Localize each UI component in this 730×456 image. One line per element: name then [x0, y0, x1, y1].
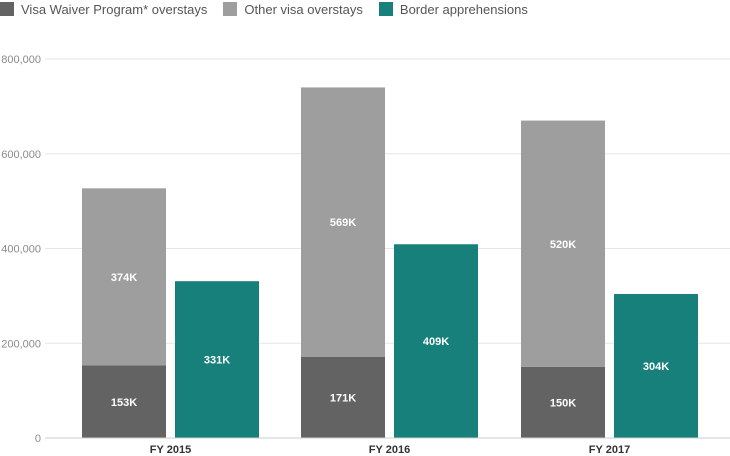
data-label-vwp-1: 171K — [330, 392, 356, 404]
bar-vwp-1 — [301, 356, 385, 438]
data-label-vwp-0: 153K — [111, 397, 137, 409]
bar-other-visa-2 — [521, 120, 605, 367]
legend-item-vwp: Visa Waiver Program* overstays — [0, 2, 207, 17]
legend-label-vwp: Visa Waiver Program* overstays — [21, 1, 208, 17]
data-label-vwp-2: 150K — [550, 397, 576, 409]
bar-vwp-2 — [521, 366, 605, 438]
data-label-border-2: 304K — [643, 361, 669, 373]
legend: Visa Waiver Program* overstays Other vis… — [0, 0, 544, 18]
legend-label-border: Border apprehensions — [399, 1, 528, 17]
legend-swatch-vwp — [0, 2, 14, 16]
y-tick-label-2: 400,000 — [1, 244, 41, 256]
legend-label-other-visa: Other visa overstays — [244, 1, 363, 17]
bar-border-2 — [614, 293, 698, 438]
y-tick-label-3: 600,000 — [1, 149, 41, 161]
bar-other-visa-1 — [301, 87, 385, 357]
data-label-other-visa-1: 569K — [330, 217, 356, 229]
y-tick-label-4: 800,000 — [1, 54, 41, 66]
legend-swatch-other-visa — [223, 2, 238, 16]
data-label-other-visa-2: 520K — [550, 239, 576, 251]
bar-vwp-0 — [82, 365, 166, 438]
x-tick-label-0: FY 2015 — [150, 444, 191, 456]
x-tick-label-2: FY 2017 — [589, 444, 630, 456]
bar-border-1 — [394, 244, 478, 438]
y-tick-label-1: 200,000 — [1, 338, 41, 350]
data-label-border-1: 409K — [423, 336, 449, 348]
legend-item-other-visa: Other visa overstays — [223, 2, 363, 17]
bar-other-visa-0 — [82, 188, 166, 366]
data-label-border-0: 331K — [204, 355, 230, 367]
bar-border-0 — [175, 281, 259, 438]
y-tick-label-0: 0 — [35, 433, 41, 445]
legend-swatch-border — [378, 2, 393, 16]
data-label-other-visa-0: 374K — [111, 272, 137, 284]
x-tick-label-1: FY 2016 — [369, 444, 410, 456]
legend-item-border: Border apprehensions — [378, 1, 528, 17]
